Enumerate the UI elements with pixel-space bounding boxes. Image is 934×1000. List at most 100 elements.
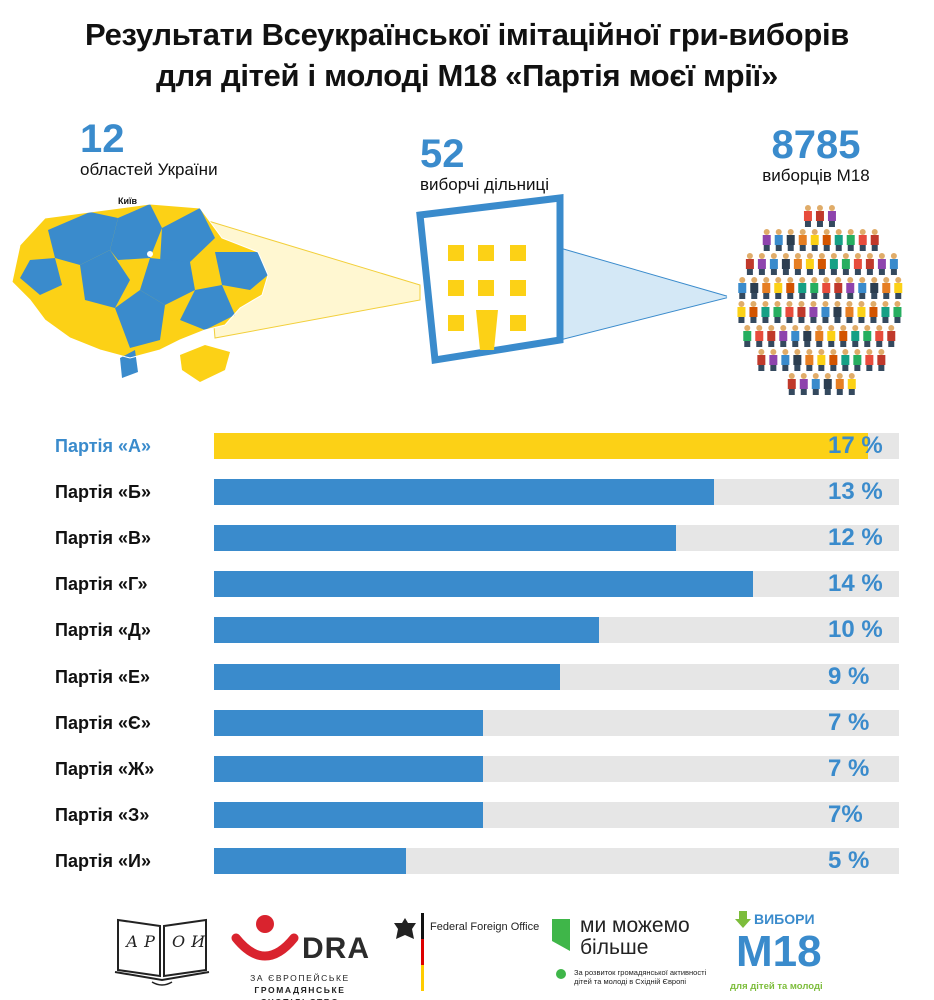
- logo-mm-title: ми можемо більше: [580, 915, 690, 959]
- map-city-label: Київ: [118, 196, 138, 206]
- bar-track: [214, 848, 899, 874]
- flag-stripe-red: [421, 939, 424, 965]
- person-legs: [758, 269, 765, 275]
- logo-my-mozhemo-bilshe: ми можемо більше За розвиток громадянськ…: [548, 911, 718, 996]
- person-head: [798, 301, 805, 307]
- person-body: [823, 379, 832, 389]
- stat-stations-number: 52: [420, 132, 465, 176]
- person-body: [810, 235, 819, 245]
- person-head: [750, 301, 757, 307]
- person-head: [811, 229, 818, 235]
- person-body: [877, 355, 886, 365]
- person-legs: [846, 317, 853, 323]
- person-legs: [799, 245, 806, 251]
- person-head: [818, 253, 825, 259]
- person-body: [773, 307, 782, 317]
- bar-track: [214, 664, 899, 690]
- bar-track: [214, 710, 899, 736]
- person-body: [889, 259, 898, 269]
- person-body: [757, 355, 766, 365]
- person-body: [785, 307, 794, 317]
- person-body: [810, 283, 819, 293]
- logo-mm-line2: більше: [580, 936, 649, 959]
- person-legs: [836, 389, 843, 395]
- logo-federal-foreign-office: Federal Foreign Office: [390, 911, 540, 996]
- person-head: [835, 277, 842, 283]
- person-legs: [812, 389, 819, 395]
- person-head: [870, 301, 877, 307]
- person-head: [846, 301, 853, 307]
- person-body: [749, 307, 758, 317]
- bar: [214, 802, 483, 828]
- person-body: [738, 283, 747, 293]
- person-head: [894, 301, 901, 307]
- person-legs: [842, 365, 849, 371]
- person-legs: [878, 269, 885, 275]
- person-head: [782, 349, 789, 355]
- person-legs: [840, 341, 847, 347]
- person-body: [757, 259, 766, 269]
- person-body: [791, 331, 800, 341]
- title-line-1: Результати Всеукраїнської імітаційної гр…: [84, 17, 850, 52]
- bar-value-label: 10 %: [828, 616, 883, 643]
- dra-emblem-icon: [231, 915, 299, 961]
- party-label: Партія «И»: [55, 851, 151, 871]
- person-body: [786, 283, 795, 293]
- person-legs: [894, 317, 901, 323]
- person-head: [788, 373, 795, 379]
- person-head: [806, 349, 813, 355]
- person-body: [834, 283, 843, 293]
- logo-dra-sub-line2: ГРОМАДЯНСЬКЕ СУСПІЛЬСТВО: [254, 985, 346, 1000]
- bar-track: [214, 433, 899, 459]
- person-legs: [739, 293, 746, 299]
- person-body: [762, 235, 771, 245]
- person-legs: [806, 365, 813, 371]
- person-head: [882, 301, 889, 307]
- person-legs: [828, 341, 835, 347]
- person-legs: [786, 317, 793, 323]
- party-label: Партія «Д»: [55, 620, 151, 640]
- person-head: [763, 277, 770, 283]
- bar-value-label: 7%: [828, 801, 863, 828]
- person-legs: [768, 341, 775, 347]
- person-legs: [878, 365, 885, 371]
- party-label: Партія «Є»: [55, 713, 151, 733]
- person-body: [797, 307, 806, 317]
- logo-mm-subtitle: За розвиток громадянської активності діт…: [574, 968, 706, 986]
- bar: [214, 848, 406, 874]
- person-body: [834, 235, 843, 245]
- logo-vybory-m18: ВИБОРИ М18 для дітей та молоді: [728, 911, 828, 1000]
- person-legs: [848, 389, 855, 395]
- person-legs: [810, 317, 817, 323]
- person-head: [828, 325, 835, 331]
- person-head: [823, 277, 830, 283]
- party-label: Партія «А»: [55, 436, 152, 456]
- person-head: [780, 325, 787, 331]
- person-body: [815, 331, 824, 341]
- logo-aroi: АР ОИ: [112, 910, 212, 990]
- person-legs: [770, 365, 777, 371]
- person-body: [865, 259, 874, 269]
- person-head: [847, 229, 854, 235]
- down-arrow-icon: [735, 911, 751, 928]
- person-legs: [738, 317, 745, 323]
- stat-stations: 52 виборчі дільниці: [420, 133, 549, 195]
- person-head: [762, 301, 769, 307]
- person-head: [804, 325, 811, 331]
- person-head: [738, 301, 745, 307]
- person-body: [846, 235, 855, 245]
- person-legs: [859, 245, 866, 251]
- person-body: [881, 307, 890, 317]
- person-legs: [811, 245, 818, 251]
- person-legs: [876, 341, 883, 347]
- person-head: [840, 325, 847, 331]
- person-body: [835, 379, 844, 389]
- person-body: [851, 331, 860, 341]
- person-head: [876, 325, 883, 331]
- person-head: [871, 277, 878, 283]
- person-body: [769, 259, 778, 269]
- person-legs: [871, 293, 878, 299]
- person-body: [817, 259, 826, 269]
- person-body: [743, 331, 752, 341]
- person-head: [787, 277, 794, 283]
